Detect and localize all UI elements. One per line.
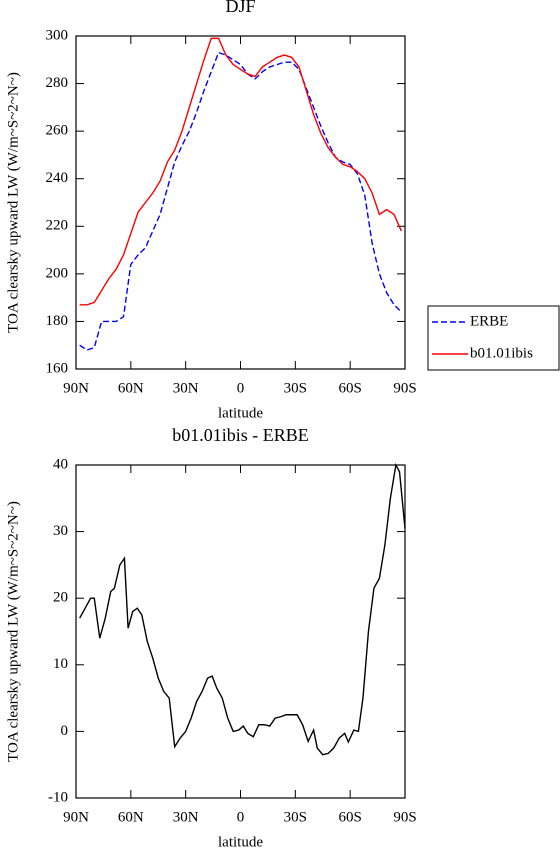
y-tick-label: 180 (46, 313, 69, 329)
y-tick-label: 300 (46, 27, 69, 43)
x-tick-label: 30S (284, 380, 307, 396)
chart-title: DJF (225, 0, 255, 16)
chart-title: b01.01ibis - ERBE (172, 425, 309, 445)
x-tick-label: 60S (338, 380, 361, 396)
x-tick-label: 30S (284, 809, 307, 825)
x-tick-label: 30N (173, 380, 199, 396)
x-tick-label: 60N (118, 809, 144, 825)
x-tick-label: 90S (393, 380, 416, 396)
plot-frame (75, 35, 406, 370)
x-tick-label: 60N (118, 380, 144, 396)
y-axis-label: TOA clearsky upward LW (W/m~S~2~N~) (5, 72, 21, 333)
y-tick-label: 220 (46, 218, 69, 234)
y-tick-label: 200 (46, 265, 69, 281)
y-tick-label: -10 (48, 789, 68, 805)
line-series (79, 37, 402, 306)
y-tick-label: 40 (53, 456, 68, 472)
legend-label: b01.01ibis (470, 345, 533, 361)
x-tick-label: 90S (393, 809, 416, 825)
y-tick-label: 10 (53, 656, 68, 672)
y-tick-label: 30 (53, 523, 68, 539)
y-tick-label: 20 (53, 590, 68, 606)
x-tick-label: 90N (63, 380, 89, 396)
y-tick-label: 280 (46, 75, 69, 91)
x-axis-label: latitude (218, 405, 263, 421)
legend-label: ERBE (470, 313, 508, 329)
y-tick-label: 0 (61, 723, 69, 739)
x-tick-label: 0 (237, 380, 245, 396)
plot-frame (75, 464, 406, 799)
line-series (79, 51, 402, 351)
x-tick-label: 90N (63, 809, 89, 825)
y-tick-label: 160 (46, 360, 69, 376)
x-axis-label: latitude (218, 834, 263, 850)
legend-box (427, 305, 560, 371)
x-tick-label: 0 (237, 809, 245, 825)
y-tick-label: 240 (46, 170, 69, 186)
line-series (79, 462, 406, 756)
x-tick-label: 30N (173, 809, 199, 825)
y-tick-label: 260 (46, 123, 69, 139)
x-tick-label: 60S (338, 809, 361, 825)
y-axis-label: TOA clearsky upward LW (W/m~S~2~N~) (5, 501, 21, 762)
